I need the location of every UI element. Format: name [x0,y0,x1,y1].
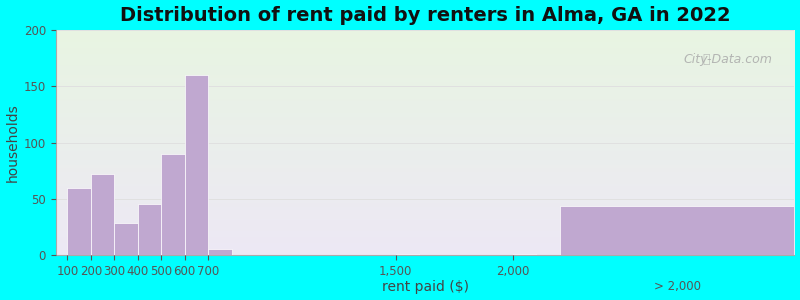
Text: Ⓜ: Ⓜ [702,53,710,66]
Bar [91,174,114,255]
Bar [208,249,231,255]
Bar [114,224,138,255]
Y-axis label: households: households [6,103,19,182]
Title: Distribution of rent paid by renters in Alma, GA in 2022: Distribution of rent paid by renters in … [120,6,730,25]
Bar [396,254,419,255]
Text: > 2,000: > 2,000 [654,280,701,293]
Bar [162,154,185,255]
Bar [67,188,91,255]
X-axis label: rent paid ($): rent paid ($) [382,280,469,294]
Bar [513,254,537,255]
Text: City-Data.com: City-Data.com [683,53,772,66]
Bar [560,206,794,255]
Bar [138,204,162,255]
Bar [185,75,208,255]
